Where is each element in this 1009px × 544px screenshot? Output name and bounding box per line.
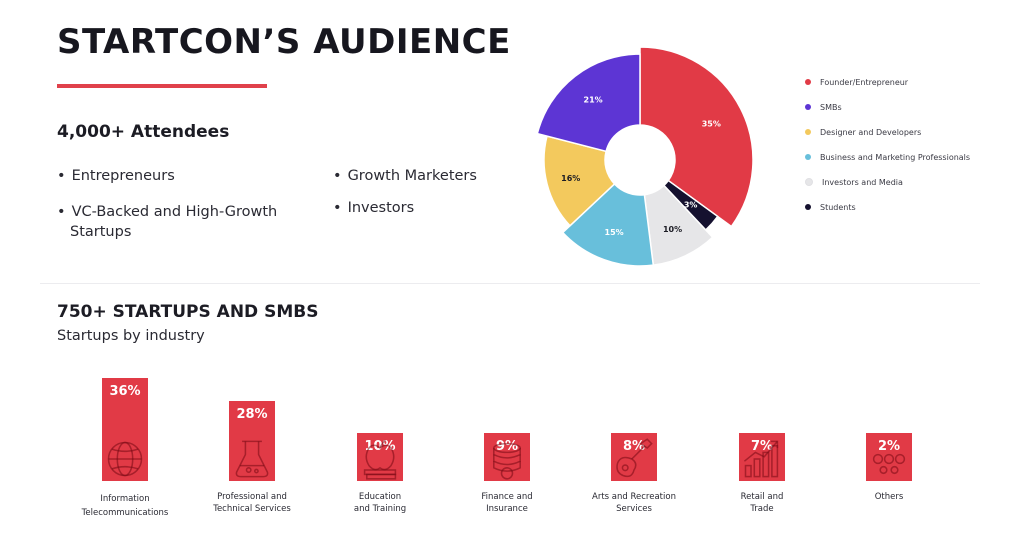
bar-column: 7% Retail and Trade bbox=[702, 360, 822, 544]
bar-category-label: Finance and Insurance bbox=[481, 492, 533, 514]
legend-swatch bbox=[805, 79, 811, 85]
pie-slice-label: 3% bbox=[684, 201, 698, 210]
title-underline bbox=[57, 84, 267, 88]
bar-column: 8% Arts and Recreation Services bbox=[574, 360, 694, 544]
bar-column: 10% Education and Training bbox=[320, 360, 440, 544]
bullet-item: • Entrepreneurs bbox=[57, 168, 175, 184]
lab-flask-icon bbox=[235, 440, 269, 478]
legend-label: Designer and Developers bbox=[820, 127, 922, 137]
legend-swatch bbox=[805, 178, 813, 186]
guitar-icon bbox=[616, 438, 653, 478]
audience-donut-chart: 35% 3% 10% 15% 16% 21% bbox=[536, 46, 754, 267]
section-divider bbox=[40, 283, 980, 284]
startups-subtitle: Startups by industry bbox=[57, 328, 205, 344]
bar-value-label: 2% bbox=[877, 439, 901, 454]
bar-category-label: Professional and Technical Services bbox=[213, 492, 291, 514]
legend-label: Founder/Entrepreneur bbox=[820, 77, 909, 87]
attendees-heading: 4,000+ Attendees bbox=[57, 122, 230, 142]
bar-category-label: Retail and Trade bbox=[740, 492, 784, 514]
bar: 10% bbox=[357, 433, 403, 481]
bullet-item: • VC-Backed and High-Growth bbox=[57, 204, 278, 220]
coins-icon bbox=[493, 442, 521, 480]
bar: 36% bbox=[102, 378, 148, 481]
legend-item: Students bbox=[805, 200, 856, 214]
bar-column: 9% Finance and Insurance bbox=[447, 360, 567, 544]
bar: 9% bbox=[484, 433, 530, 481]
bar-column: 2% Others bbox=[829, 360, 949, 544]
bar-value-label: 7% bbox=[750, 439, 774, 454]
legend-swatch bbox=[805, 204, 811, 210]
pie-slice-label: 35% bbox=[702, 120, 721, 129]
legend-label: Investors and Media bbox=[822, 177, 903, 187]
bar-category-label: Arts and Recreation Services bbox=[592, 492, 676, 514]
donut-hole bbox=[605, 125, 675, 195]
bar: 7% bbox=[739, 433, 785, 481]
bar: 28% bbox=[229, 401, 275, 481]
legend-item: Business and Marketing Professionals bbox=[805, 150, 970, 164]
legend-swatch bbox=[805, 104, 811, 110]
bar: 2% bbox=[866, 433, 912, 481]
globe-icon bbox=[107, 441, 143, 477]
pie-slice-label: 16% bbox=[561, 174, 580, 183]
bar-value-label: 9% bbox=[495, 439, 519, 454]
dots-icon bbox=[872, 453, 906, 475]
bullet-item: • Growth Marketers bbox=[333, 168, 477, 184]
bar-value-label: 28% bbox=[236, 407, 268, 422]
bar-column: 36% Information Telecommunications bbox=[65, 360, 185, 544]
bar-column: 28% Professional and Technical Services bbox=[192, 360, 312, 544]
growth-chart-icon bbox=[743, 440, 779, 478]
legend-label: Business and Marketing Professionals bbox=[820, 152, 971, 162]
legend-label: Students bbox=[820, 202, 856, 212]
legend-item: Designer and Developers bbox=[805, 125, 921, 139]
apple-books-icon bbox=[363, 439, 397, 480]
legend-item: Investors and Media bbox=[805, 175, 903, 189]
pie-slice-label: 10% bbox=[663, 225, 682, 234]
legend-swatch bbox=[805, 154, 811, 160]
bar-category-label: Education and Training bbox=[353, 492, 407, 514]
page-title: STARTCON’S AUDIENCE bbox=[57, 22, 511, 62]
pie-slice-label: 21% bbox=[584, 96, 603, 105]
legend-swatch bbox=[805, 129, 811, 135]
bullet-item: • Investors bbox=[333, 200, 415, 216]
bar: 8% bbox=[611, 433, 657, 481]
legend-item: Founder/Entrepreneur bbox=[805, 75, 908, 89]
pie-slice-label: 15% bbox=[605, 228, 624, 237]
bar-category-label: Others bbox=[874, 492, 904, 502]
bar-category-label: Information Telecommunications bbox=[81, 494, 169, 518]
startups-heading: 750+ STARTUPS AND SMBS bbox=[57, 302, 319, 322]
legend-label: SMBs bbox=[820, 102, 842, 112]
legend-item: SMBs bbox=[805, 100, 842, 114]
bar-value-label: 36% bbox=[109, 384, 141, 399]
bullet-item-continuation: Startups bbox=[70, 224, 132, 240]
